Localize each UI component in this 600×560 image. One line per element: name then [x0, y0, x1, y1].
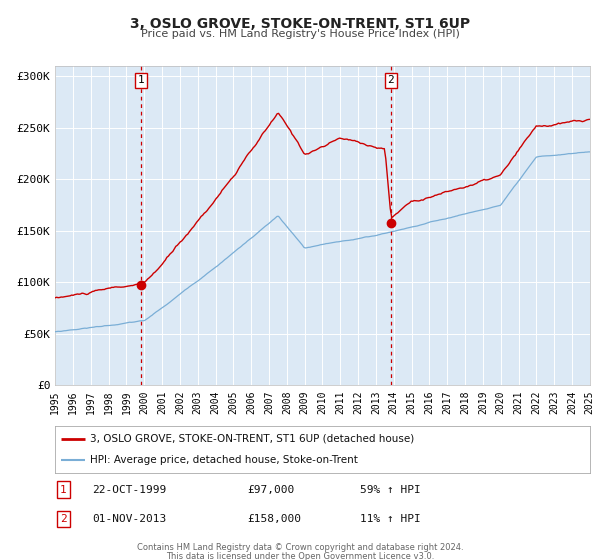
Text: 1: 1	[60, 484, 67, 494]
Text: 22-OCT-1999: 22-OCT-1999	[92, 484, 167, 494]
Text: 11% ↑ HPI: 11% ↑ HPI	[360, 514, 421, 524]
Text: Contains HM Land Registry data © Crown copyright and database right 2024.: Contains HM Land Registry data © Crown c…	[137, 543, 463, 552]
Text: HPI: Average price, detached house, Stoke-on-Trent: HPI: Average price, detached house, Stok…	[90, 455, 358, 465]
Text: 2: 2	[388, 76, 394, 86]
Text: £158,000: £158,000	[248, 514, 302, 524]
Text: 3, OSLO GROVE, STOKE-ON-TRENT, ST1 6UP: 3, OSLO GROVE, STOKE-ON-TRENT, ST1 6UP	[130, 17, 470, 31]
Text: 59% ↑ HPI: 59% ↑ HPI	[360, 484, 421, 494]
Text: 2: 2	[60, 514, 67, 524]
Text: This data is licensed under the Open Government Licence v3.0.: This data is licensed under the Open Gov…	[166, 552, 434, 560]
Text: 3, OSLO GROVE, STOKE-ON-TRENT, ST1 6UP (detached house): 3, OSLO GROVE, STOKE-ON-TRENT, ST1 6UP (…	[90, 434, 414, 444]
Text: Price paid vs. HM Land Registry's House Price Index (HPI): Price paid vs. HM Land Registry's House …	[140, 29, 460, 39]
Text: 01-NOV-2013: 01-NOV-2013	[92, 514, 167, 524]
Text: £97,000: £97,000	[248, 484, 295, 494]
Text: 1: 1	[137, 76, 144, 86]
